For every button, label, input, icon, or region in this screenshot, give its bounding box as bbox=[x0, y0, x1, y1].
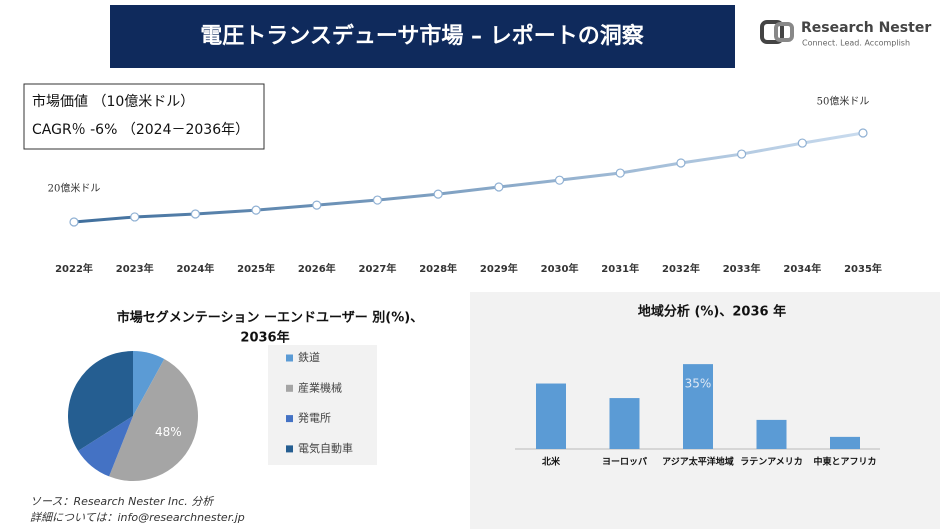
x-tick-label: 2028年 bbox=[419, 262, 457, 275]
x-tick-label: アジア太平洋地域 bbox=[662, 456, 734, 468]
x-tick-label: 2032年 bbox=[662, 262, 700, 275]
data-point bbox=[494, 182, 504, 192]
data-point bbox=[190, 209, 200, 219]
value-label: 50億米ドル bbox=[817, 95, 870, 108]
x-tick-label: 北米 bbox=[542, 456, 561, 468]
data-point bbox=[797, 138, 807, 148]
data-point bbox=[372, 195, 383, 205]
cagr: CAGR％ -6% （2024－2036年） bbox=[32, 122, 249, 138]
pie-slice bbox=[133, 351, 165, 416]
data-point bbox=[433, 189, 443, 199]
market-value: 市場価値 （10億米ドル） bbox=[32, 93, 194, 110]
contact: 詳細については：info@researchnester.jp bbox=[30, 511, 245, 524]
legend-label: 発電所 bbox=[298, 411, 331, 425]
market-box bbox=[23, 83, 265, 150]
logo-icon bbox=[760, 20, 784, 44]
pie-slice bbox=[109, 359, 199, 481]
x-tick-label: 2033年 bbox=[723, 262, 761, 275]
page-title: 電圧トランスデューサ市場 – レポートの洞察 bbox=[200, 23, 644, 49]
x-tick-label: 2034年 bbox=[783, 262, 821, 275]
chart-title: 地域分析 (%)、2036 年 bbox=[638, 304, 786, 320]
legend-label: 鉄道 bbox=[298, 350, 320, 364]
legend-swatch bbox=[286, 354, 293, 362]
legend-label: 電気自動車 bbox=[298, 441, 353, 455]
data-point bbox=[312, 200, 322, 210]
legend-swatch bbox=[286, 384, 293, 392]
x-tick-label: 2023年 bbox=[116, 262, 154, 275]
x-tick-label: 2027年 bbox=[359, 262, 397, 275]
bar bbox=[830, 436, 860, 449]
logo-name: Research Nester bbox=[801, 20, 931, 36]
value-label: 20億米ドル bbox=[48, 182, 101, 195]
data-point bbox=[676, 158, 686, 168]
legend-swatch bbox=[286, 445, 293, 453]
data-point bbox=[554, 175, 565, 185]
data-point bbox=[615, 168, 625, 178]
x-tick-label: 2025年 bbox=[237, 262, 275, 275]
data-point bbox=[69, 217, 79, 227]
chart-title: 市場セグメンテーション ーエンドユーザー 別(%)、 bbox=[117, 310, 423, 326]
title-banner bbox=[110, 5, 735, 68]
legend-label: 産業機械 bbox=[298, 380, 342, 394]
pie-slice bbox=[67, 351, 133, 451]
data-point bbox=[130, 212, 140, 222]
legend-swatch bbox=[286, 415, 293, 423]
logo: Research Nester Connect. Lead. Accomplis… bbox=[760, 20, 931, 48]
logo-tagline: Connect. Lead. Accomplish bbox=[802, 39, 910, 48]
x-tick-label: ラテンアメリカ bbox=[740, 457, 803, 468]
bar bbox=[536, 383, 566, 449]
data-point bbox=[858, 128, 868, 138]
x-tick-label: 2031年 bbox=[601, 262, 639, 275]
trend-line bbox=[73, 131, 864, 224]
bar bbox=[756, 419, 787, 449]
data-point bbox=[251, 205, 261, 215]
logo-icon bbox=[774, 22, 794, 42]
x-tick-label: 2030年 bbox=[541, 262, 579, 275]
x-tick-label: 2022年 bbox=[55, 262, 93, 275]
value-label: 48% bbox=[155, 425, 182, 439]
bar bbox=[609, 398, 640, 449]
x-tick-label: 2029年 bbox=[480, 262, 518, 275]
x-tick-label: 中東とアフリカ bbox=[813, 456, 876, 468]
bar bbox=[683, 364, 713, 449]
x-tick-label: ヨーロッパ bbox=[602, 456, 647, 468]
legend-box bbox=[268, 345, 377, 465]
x-tick-label: 2026年 bbox=[298, 262, 336, 275]
value-label: 35% bbox=[685, 377, 712, 391]
pie-slice bbox=[78, 416, 133, 477]
x-tick-label: 2035年 bbox=[844, 262, 882, 275]
data-point bbox=[737, 149, 747, 159]
chart-title-line: 2036年 bbox=[240, 330, 289, 346]
x-tick-label: 2024年 bbox=[176, 262, 214, 275]
source: ソース：Research Nester Inc. 分析 bbox=[30, 495, 215, 508]
